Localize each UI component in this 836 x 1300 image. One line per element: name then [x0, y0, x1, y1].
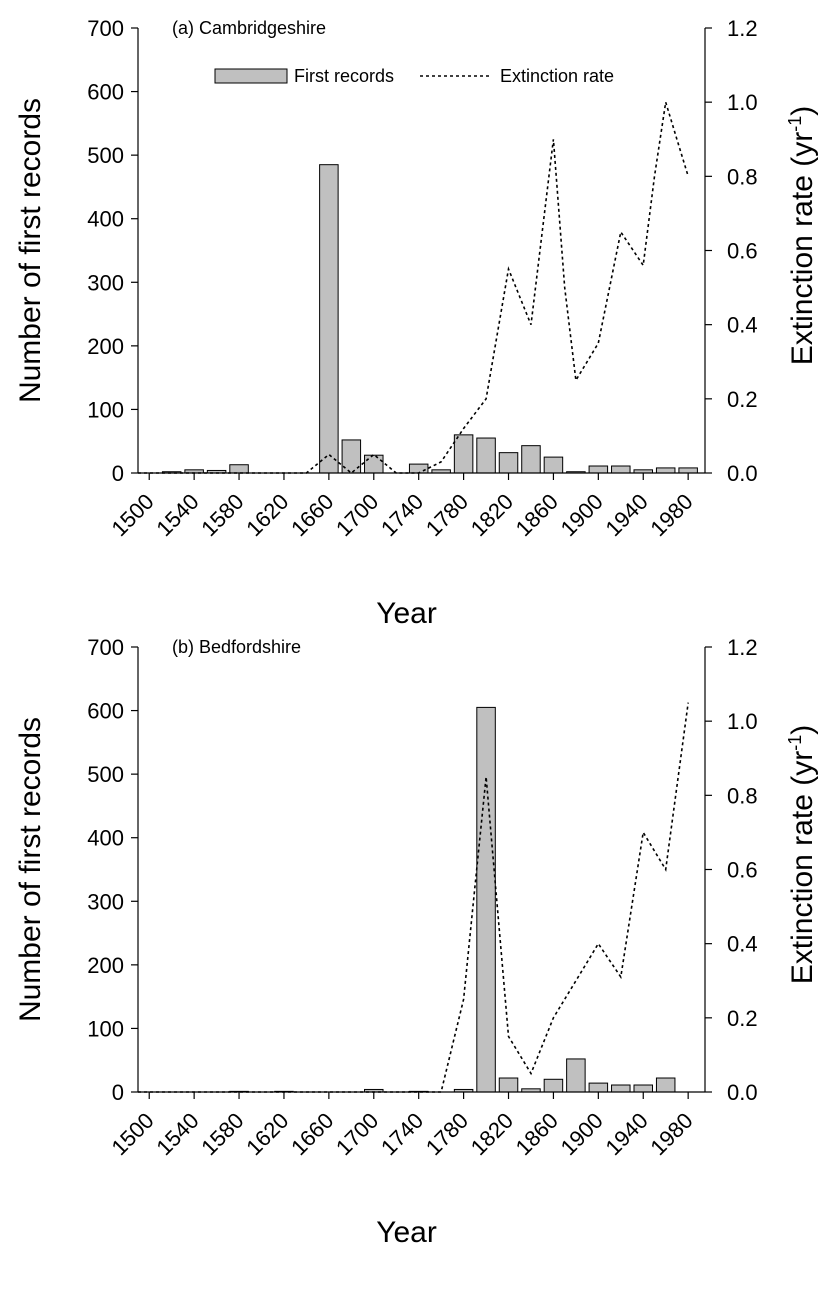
x-axis-title: Year	[376, 1216, 437, 1249]
bar	[408, 463, 429, 474]
right-axis-title-close: )	[786, 725, 819, 735]
x-axis-tick-label: 1740	[376, 489, 428, 541]
bar	[498, 452, 519, 474]
bar	[319, 164, 339, 474]
x-axis-tick-label: 1980	[645, 489, 697, 541]
right-axis-tick-label: 1.2	[727, 16, 758, 41]
panel-title: (b) Bedfordshire	[172, 637, 301, 657]
bar	[498, 1077, 519, 1093]
left-axis-title: Number of first records	[14, 98, 47, 403]
legend-bar-swatch	[214, 68, 288, 84]
right-axis-tick-label: 0.6	[727, 239, 758, 264]
right-axis-title-main: Extinction rate (yr	[786, 751, 819, 984]
left-axis-tick-label: 600	[87, 80, 124, 105]
x-axis-tick-label: 1500	[106, 1108, 158, 1160]
x-axis-tick-label: 1940	[600, 1108, 652, 1160]
right-axis-tick-label: 0.0	[727, 1080, 758, 1105]
x-axis-tick-label: 1620	[241, 1108, 293, 1160]
right-axis-tick-label: 0.2	[727, 1006, 758, 1031]
x-axis-tick-label: 1540	[151, 489, 203, 541]
bar	[476, 437, 496, 474]
x-axis-tick-label: 1820	[466, 1108, 518, 1160]
bar	[678, 467, 698, 474]
right-axis-title: Extinction rate (yr-1)	[785, 725, 819, 984]
right-axis-tick-label: 0.2	[727, 387, 758, 412]
left-axis-tick-label: 200	[87, 953, 124, 978]
bar	[364, 454, 384, 474]
x-axis-tick-label: 1980	[645, 1108, 697, 1160]
x-axis-tick-label: 1740	[376, 1108, 428, 1160]
right-axis-title-main: Extinction rate (yr	[786, 132, 819, 365]
bar	[543, 456, 564, 474]
bar	[611, 465, 631, 474]
left-axis-tick-label: 0	[112, 461, 124, 486]
x-axis-tick-label: 1860	[511, 489, 563, 541]
right-axis-tick-label: 0.0	[727, 461, 758, 486]
right-axis-tick-label: 0.8	[727, 164, 758, 189]
legend-line-label: Extinction rate	[500, 66, 614, 86]
right-axis-title: Extinction rate (yr-1)	[785, 106, 819, 365]
bar	[588, 1082, 609, 1093]
bar	[633, 1084, 653, 1093]
right-axis-title-close: )	[786, 106, 819, 116]
left-axis-tick-label: 300	[87, 889, 124, 914]
right-axis-tick-label: 0.8	[727, 783, 758, 808]
right-axis-tick-label: 1.2	[727, 635, 758, 660]
x-axis-tick-label: 1780	[421, 1108, 473, 1160]
x-axis-tick-label: 1900	[556, 1108, 608, 1160]
right-axis-title-superscript: -1	[785, 735, 805, 751]
right-axis-tick-label: 1.0	[727, 709, 758, 734]
x-axis-tick-label: 1900	[556, 489, 608, 541]
x-axis-tick-label: 1580	[196, 1108, 248, 1160]
extinction-rate-line	[138, 702, 689, 1093]
right-axis-tick-label: 0.4	[727, 932, 758, 957]
left-axis-tick-label: 300	[87, 270, 124, 295]
left-axis-tick-label: 500	[87, 762, 124, 787]
left-axis-tick-label: 0	[112, 1080, 124, 1105]
x-axis-tick-label: 1700	[331, 1108, 383, 1160]
x-axis-tick-label: 1540	[151, 1108, 203, 1160]
x-axis-tick-label: 1860	[511, 1108, 563, 1160]
x-axis-tick-label: 1660	[286, 1108, 338, 1160]
x-axis-tick-label: 1780	[421, 489, 473, 541]
bar	[229, 464, 249, 474]
bar	[566, 1058, 586, 1093]
x-axis-tick-label: 1500	[106, 489, 158, 541]
extinction-rate-line	[138, 101, 689, 475]
x-axis-tick-label: 1660	[286, 489, 338, 541]
x-axis-tick-label: 1940	[600, 489, 652, 541]
left-axis-tick-label: 600	[87, 699, 124, 724]
left-axis-tick-label: 700	[87, 635, 124, 660]
bar	[543, 1078, 564, 1093]
legend-bars-label: First records	[294, 66, 394, 86]
bar	[611, 1084, 631, 1093]
right-axis-tick-label: 0.4	[727, 313, 758, 338]
left-axis-tick-label: 700	[87, 16, 124, 41]
bar	[521, 445, 541, 474]
right-axis-tick-label: 1.0	[727, 90, 758, 115]
left-axis-tick-label: 200	[87, 334, 124, 359]
left-axis-tick-label: 100	[87, 1016, 124, 1041]
left-axis-tick-label: 400	[87, 207, 124, 232]
left-axis-title: Number of first records	[14, 717, 47, 1022]
bar	[655, 1077, 676, 1093]
x-axis-title: Year	[376, 597, 437, 630]
x-axis-tick-label: 1620	[241, 489, 293, 541]
right-axis-tick-label: 0.6	[727, 858, 758, 883]
left-axis-tick-label: 100	[87, 397, 124, 422]
panel-title: (a) Cambridgeshire	[172, 18, 326, 38]
right-axis-title-superscript: -1	[785, 116, 805, 132]
x-axis-tick-label: 1820	[466, 489, 518, 541]
bar	[476, 706, 496, 1093]
left-axis-tick-label: 500	[87, 143, 124, 168]
panel-cambridgeshire: 0 100 200 300 400 500 600 700 0.0 0.2 0.4 0.6 0.8 1.0…	[14, 16, 819, 630]
panel-bedfordshire: 0 100 200 300 400 500 600 700 0.0 0.2 0.4 0.6 0.8 1.0…	[14, 635, 819, 1249]
bar	[655, 467, 676, 474]
x-axis-tick-label: 1700	[331, 489, 383, 541]
left-axis-tick-label: 400	[87, 826, 124, 851]
bar	[453, 434, 474, 474]
x-axis-tick-label: 1580	[196, 489, 248, 541]
bar	[588, 465, 609, 474]
